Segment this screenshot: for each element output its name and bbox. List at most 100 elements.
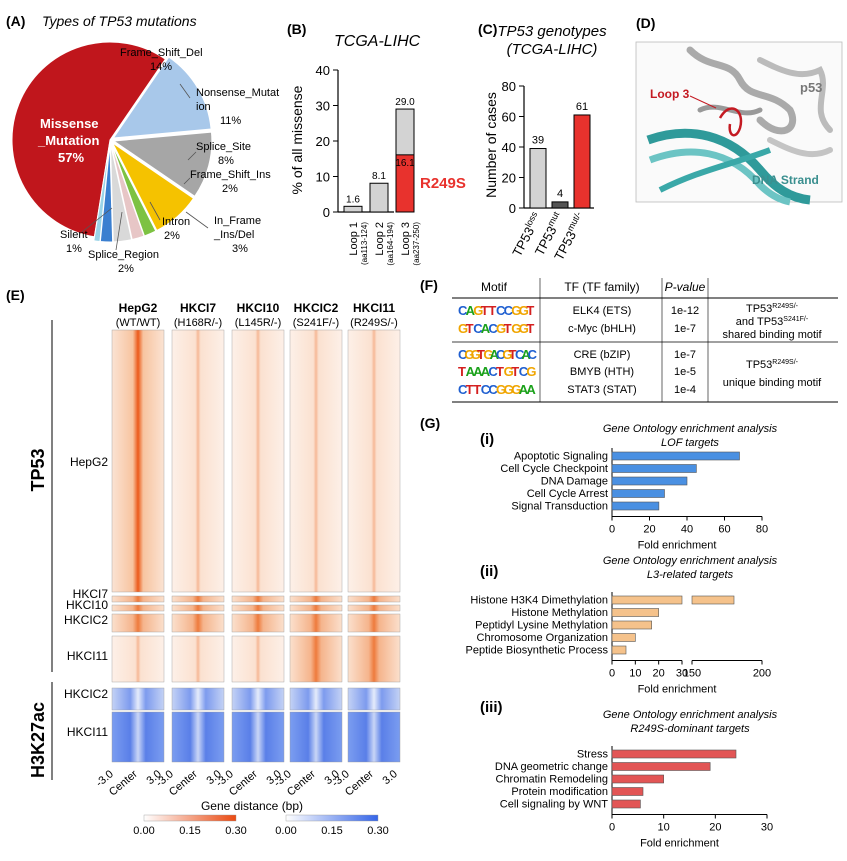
panel-c-value-label: 39	[532, 135, 544, 147]
heatmap-block-hkci10	[111, 604, 165, 612]
motif-logo-letter: C	[458, 382, 468, 397]
pie-label-fsins: Frame_Shift_Ins	[190, 169, 271, 181]
motif-logo-letter: T	[496, 364, 504, 379]
go-bar	[611, 476, 688, 486]
motif-logo-letter: A	[481, 364, 491, 379]
heatmap-block-hepg2	[289, 329, 343, 593]
heatmap-column-name: HKCI10	[237, 301, 280, 315]
motif-logo-letter: G	[519, 321, 529, 336]
heatmap-block-hkci11-h3	[347, 711, 401, 763]
pie-slice-missense-mutation	[11, 41, 167, 238]
heatmap-block-hepg2	[171, 329, 225, 593]
heatmap-block-hkci10	[347, 604, 401, 612]
pie-slice-in-frame-ins-del	[109, 143, 133, 243]
pie-label-inframe-pct: 3%	[232, 243, 248, 255]
motif-tf: ELK4 (ETS)	[573, 305, 632, 317]
go-category-label: Peptide Biosynthetic Process	[466, 645, 609, 657]
table-header-pvalue: P-value	[665, 280, 706, 294]
go-category-label: DNA geometric change	[495, 761, 608, 773]
heatmap-block-hkci11	[347, 635, 401, 683]
pie-label-fsdel: Frame_Shift_Del	[120, 47, 203, 59]
go-xtick: 40	[681, 524, 693, 536]
motif-pvalue: 1e-12	[671, 305, 699, 317]
panel-b-ytick: 30	[316, 99, 330, 114]
heatmap-block-hkci11	[111, 635, 165, 683]
motif-logo-letter: C	[496, 347, 506, 362]
go-chart-roman: (i)	[480, 431, 494, 448]
heatmap-block-hkci10	[231, 604, 285, 612]
motif-logo-letter: G	[526, 364, 536, 379]
panel-c-value-label: 61	[576, 101, 588, 113]
go-xtick: 30	[676, 668, 688, 680]
heatmap-block-hkci10	[171, 604, 225, 612]
pie-label-silent-pct: 1%	[66, 243, 82, 255]
motif-logo-letter: G	[511, 321, 521, 336]
go-xtick: 150	[683, 668, 701, 680]
heatmap-block-hkci11	[289, 635, 343, 683]
motif-tf: BMYB (HTH)	[570, 366, 634, 378]
group-label-h3k27ac: H3K27ac	[28, 702, 48, 778]
go-chart-title-2: R249S-dominant targets	[630, 723, 750, 735]
go-category-label: Protein modification	[511, 786, 608, 798]
heatmap-block-hkcic2-h3	[111, 687, 165, 711]
motif-logo-letter: G	[464, 347, 474, 362]
heatmap-block-hkci7	[111, 595, 165, 603]
panel-b-highlight-value: 16.1	[395, 158, 415, 169]
go-chart-title-1: Gene Ontology enrichment analysis	[603, 555, 778, 567]
heatmap-column-name: HepG2	[119, 301, 158, 315]
heatmap-row-label: HepG2	[70, 455, 108, 469]
pie-label-splice-region: Splice_Region	[88, 249, 159, 261]
go-bar	[611, 464, 697, 473]
panel-b-xsublabel: (aa164-194)	[386, 222, 395, 266]
panel-c-ytick: 20	[502, 171, 516, 186]
go-xtick: 200	[753, 668, 771, 680]
motif-logo-letter: A	[521, 347, 531, 362]
heatmap-column-genotype: (R249S/-)	[350, 317, 398, 329]
heatmap-row-label: HKCIC2	[64, 613, 108, 627]
panel-c-value-label: 4	[557, 188, 563, 200]
go-chart-title-2: LOF targets	[661, 437, 719, 449]
panel-b-highlight-label: R249S	[420, 175, 466, 192]
structure-dna-label: DNA Strand	[752, 173, 819, 187]
heatmap-block-hkcic2	[171, 613, 225, 633]
go-xlabel: Fold enrichment	[638, 684, 717, 696]
go-chart-roman: (ii)	[480, 563, 498, 580]
go-xlabel: Fold enrichment	[640, 838, 719, 850]
panel-b-highlight-bar	[395, 154, 415, 213]
motif-logo-letter: T	[526, 303, 534, 318]
pie-slice-frame-shift-ins	[111, 143, 157, 237]
motif-tf: CRE (bZIP)	[574, 349, 631, 361]
pie-label-inframe: In_Frame	[214, 215, 261, 227]
panel-c-title-1: TP53 genotypes	[497, 23, 607, 40]
panel-g-label: (G)	[420, 415, 440, 431]
heatmap-column-name: HKCIC2	[294, 301, 339, 315]
motif-logo-letter: C	[515, 347, 525, 362]
heatmap-row-label: HKCI7	[73, 587, 109, 601]
panel-b-xlabel: Loop 3	[400, 222, 412, 256]
motif-pvalue: 1e-7	[674, 323, 696, 335]
motif-logo-letter: G	[504, 382, 514, 397]
heatmap-xtick: 3.0	[380, 768, 399, 787]
colorbar-tick: 0.00	[133, 825, 154, 837]
heatmap-xtick: Center	[343, 768, 376, 799]
motif-logo-letter: A	[481, 321, 491, 336]
motif-tf: c-Myc (bHLH)	[568, 323, 636, 335]
motif-logo-letter: G	[502, 347, 512, 362]
go-bar	[611, 787, 644, 796]
panel-b-xlabel: Loop 1	[348, 222, 360, 256]
heatmap-block-hkci11-h3	[289, 711, 343, 763]
colorbar-tick: 0.30	[225, 825, 246, 837]
panel-c: (C) TP53 genotypes (TCGA-LIHC) Number of…	[478, 21, 607, 263]
motif-logo-letter: C	[458, 303, 468, 318]
heatmap-row-label: HKCI10	[66, 598, 108, 612]
go-category-label: Chromosome Organization	[477, 632, 608, 644]
pie-label-splice-region-pct: 2%	[118, 263, 134, 275]
motif-pvalue: 1e-5	[674, 366, 696, 378]
motif-logo-letter: T	[511, 364, 519, 379]
heatmap-block-hkci7	[171, 595, 225, 603]
heatmap-block-hkci11-h3	[111, 711, 165, 763]
structure-p53-label: p53	[800, 80, 822, 95]
motif-logo-letter: A	[490, 347, 500, 362]
